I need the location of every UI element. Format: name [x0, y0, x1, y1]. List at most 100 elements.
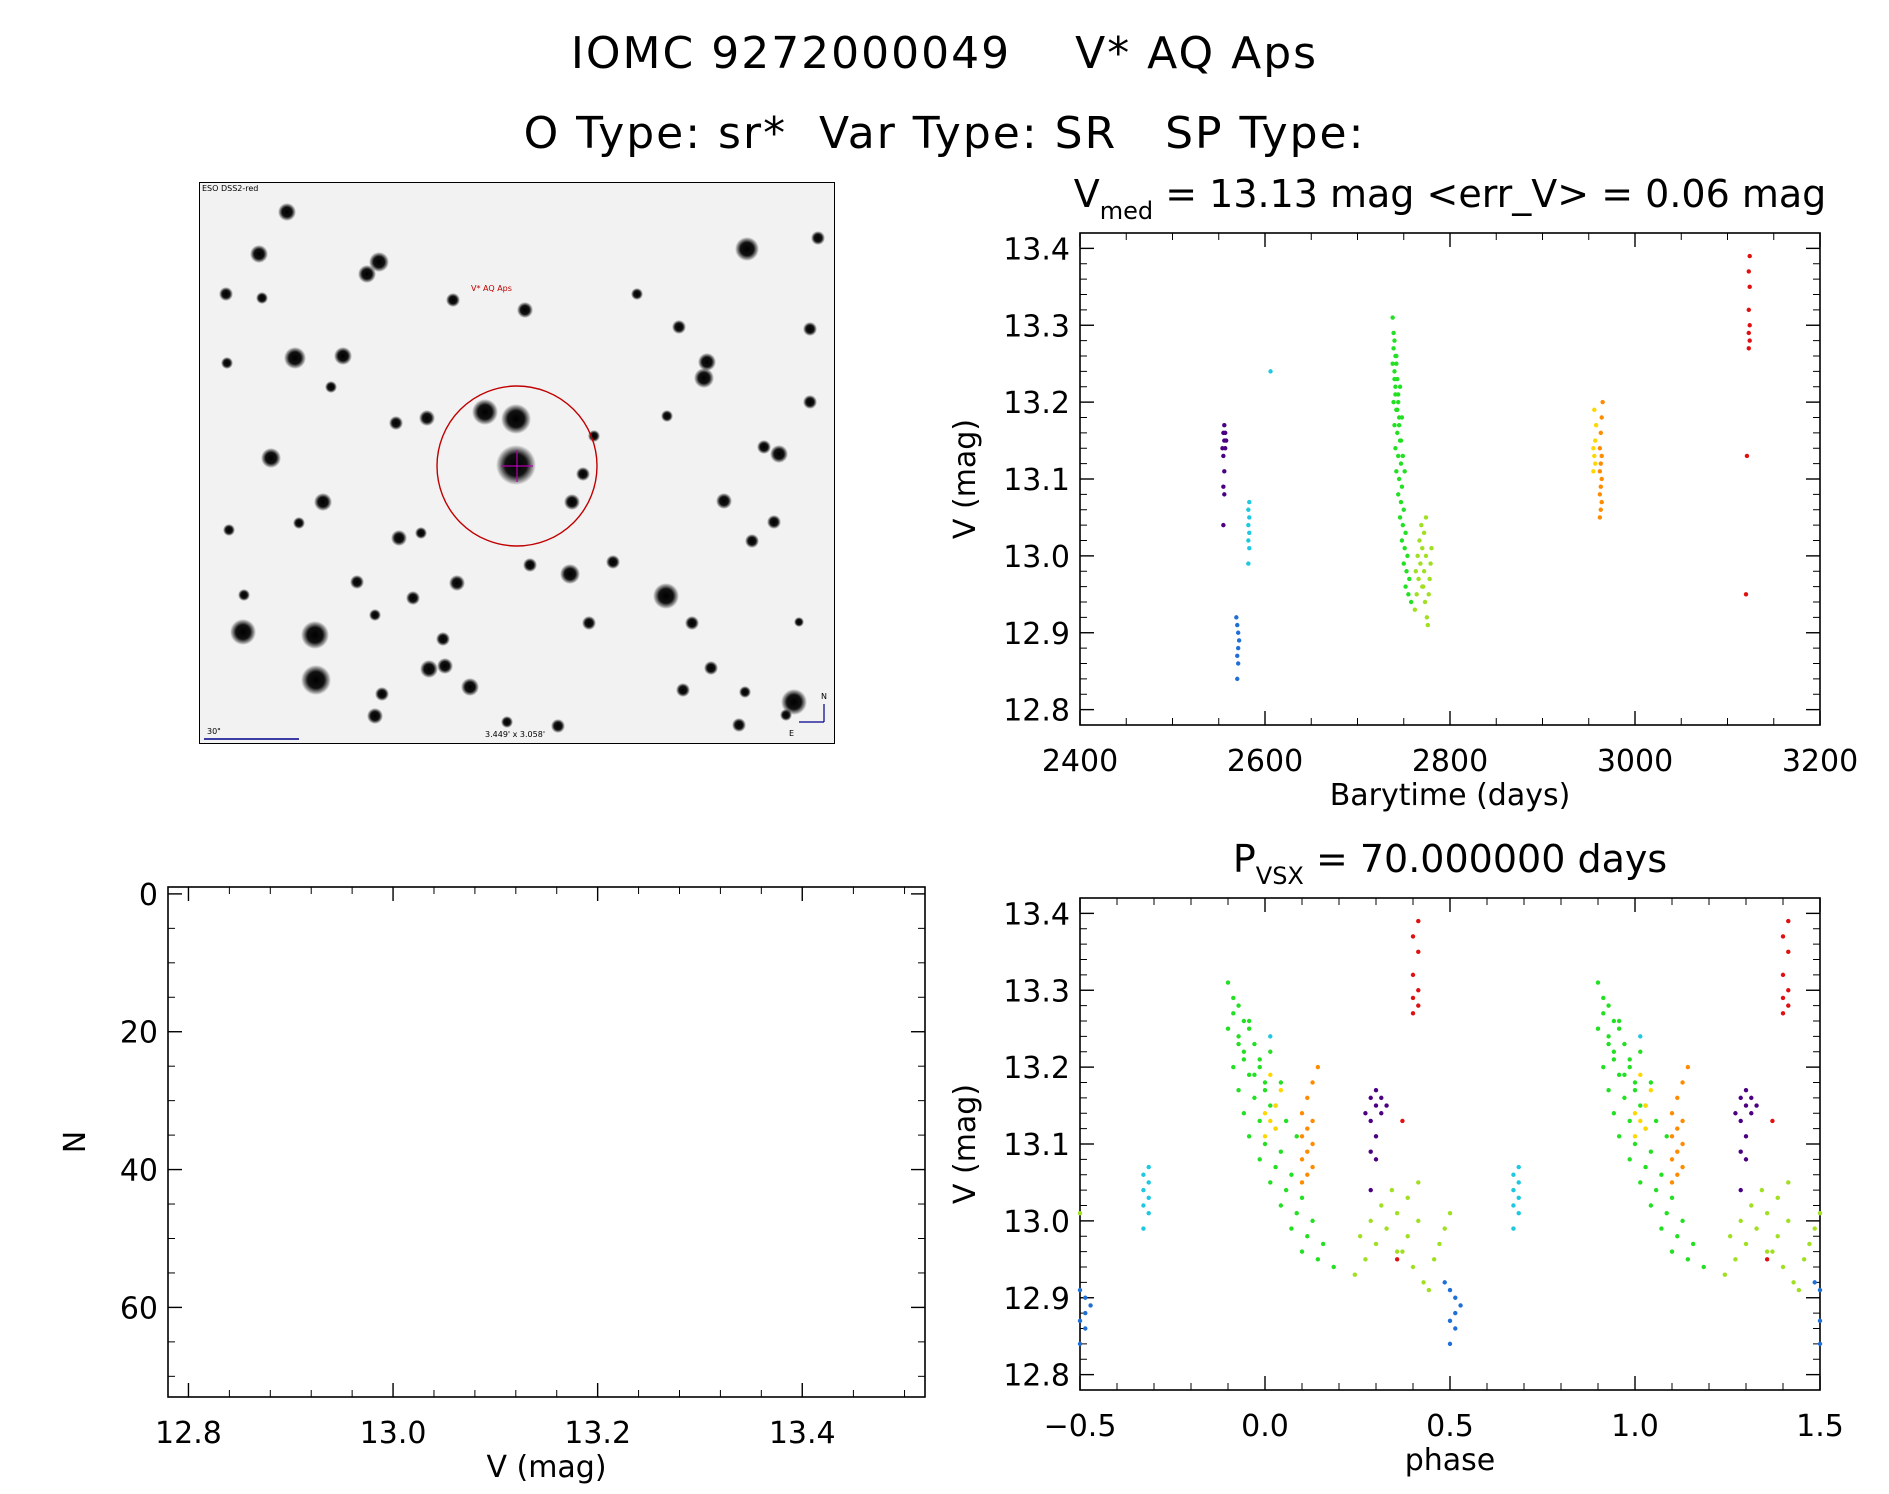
light-curve-point: [1429, 545, 1434, 551]
light-curve-point: [1394, 361, 1399, 366]
phased-curve-point: [1416, 988, 1421, 993]
phased-curve-point: [1077, 1318, 1083, 1324]
finder-star: [588, 430, 600, 442]
phased-curve-x-tick-label: 1.5: [1796, 1409, 1844, 1444]
phased-curve-point: [1601, 995, 1606, 1001]
phased-curve-point: [1246, 1018, 1252, 1024]
finder-star: [501, 716, 513, 728]
phased-curve-point: [1416, 1003, 1421, 1008]
finder-star: [301, 621, 329, 649]
phased-curve-point: [1638, 1034, 1643, 1039]
light-curve-point: [1412, 607, 1418, 612]
phased-curve-point: [1299, 1157, 1305, 1162]
light-curve-point: [1422, 599, 1428, 605]
phased-curve-y-tick-label: 13.0: [1003, 1205, 1070, 1240]
phased-curve-point: [1738, 1218, 1743, 1224]
chart-title-line2: O Type: sr* Var Type: SR SP Type:: [523, 108, 1366, 159]
phased-curve-point: [1305, 1149, 1310, 1154]
phased-curve-point: [1659, 1226, 1664, 1231]
light-curve-point: [1592, 453, 1597, 459]
light-curve-point: [1416, 576, 1421, 582]
light-curve-point: [1399, 415, 1405, 420]
phased-curve-point: [1083, 1326, 1088, 1331]
light-curve-point: [1398, 461, 1404, 466]
phased-curve-point: [1310, 1141, 1315, 1147]
phased-curve-point: [1394, 1210, 1400, 1216]
light-curve-point: [1398, 499, 1404, 505]
phased-curve-point: [1733, 1111, 1738, 1116]
phased-curve-point: [1305, 1234, 1310, 1239]
phased-curve-point: [1241, 1057, 1247, 1062]
phased-curve-point: [1669, 1249, 1675, 1254]
phased-curve-point: [1299, 1195, 1305, 1201]
phased-curve-point: [1394, 1257, 1400, 1262]
light-curve-y-tick-label: 12.9: [1003, 617, 1070, 652]
phased-curve-point: [1273, 1126, 1278, 1131]
phased-curve-point: [1294, 1134, 1299, 1139]
phased-curve-point: [1305, 1172, 1310, 1177]
phased-curve-point: [1764, 1249, 1770, 1254]
light-curve-point: [1593, 461, 1598, 466]
light-curve-point: [1396, 476, 1402, 482]
phased-curve-point: [1616, 1018, 1622, 1024]
phased-curve-point: [1289, 1226, 1294, 1231]
light-curve-point: [1235, 645, 1241, 651]
light-curve-point: [1395, 430, 1400, 436]
phased-curve-point: [1426, 1287, 1432, 1293]
phased-curve-point: [1405, 1195, 1410, 1201]
phased-curve-x-tick-label: 0.0: [1241, 1409, 1289, 1444]
phased-curve-point: [1627, 1157, 1632, 1162]
finder-scale-label: 30": [207, 727, 221, 736]
light-curve-point: [1421, 530, 1427, 536]
finder-star: [446, 293, 460, 307]
phased-curve-y-tick-label: 13.4: [1003, 897, 1070, 932]
finder-star: [420, 660, 438, 678]
finder-star: [716, 493, 732, 509]
phased-curve-point: [1447, 1318, 1453, 1324]
phased-curve-point: [1653, 1187, 1659, 1193]
phased-curve-point: [1431, 1257, 1437, 1262]
light-curve-point: [1407, 576, 1412, 582]
phased-curve-point: [1632, 1141, 1638, 1147]
light-curve-point: [1221, 484, 1226, 489]
phased-curve-y-tick-label: 12.8: [1003, 1359, 1070, 1394]
phased-curve-point: [1278, 1149, 1284, 1154]
histogram-y-label: N: [58, 1131, 93, 1153]
phased-curve-point: [1283, 1187, 1289, 1193]
finder-star: [732, 718, 746, 732]
phased-curve-point: [1231, 1064, 1236, 1070]
phased-curve-point: [1606, 1034, 1611, 1039]
phased-curve-point: [1648, 1203, 1654, 1208]
light-curve-point: [1234, 615, 1239, 620]
phased-curve-point: [1368, 1187, 1373, 1193]
light-curve-point: [1406, 592, 1411, 597]
phased-curve-point: [1278, 1080, 1284, 1085]
phased-curve-point: [1437, 1241, 1442, 1247]
phased-curve-point: [1611, 1111, 1617, 1116]
light-curve-point: [1247, 530, 1252, 536]
light-curve-point: [1746, 346, 1751, 351]
phased-curve-point: [1675, 1149, 1680, 1154]
light-curve-point: [1428, 561, 1433, 566]
finder-star: [685, 616, 699, 630]
phased-curve-point: [1669, 1134, 1675, 1139]
light-curve-point: [1593, 422, 1599, 428]
phased-curve-point: [1632, 1087, 1638, 1093]
phased-curve-point: [1786, 918, 1791, 924]
light-curve-point: [1420, 584, 1425, 589]
light-curve-point: [1221, 453, 1226, 459]
light-curve-point: [1423, 553, 1429, 559]
phased-curve-point: [1368, 1149, 1373, 1154]
phased-curve-point: [1310, 1164, 1315, 1170]
phased-curve-point: [1685, 1257, 1691, 1262]
finder-star: [358, 265, 376, 283]
histogram-x-tick-label: 13.0: [360, 1416, 427, 1451]
phased-curve-point: [1453, 1310, 1458, 1316]
light-curve-point: [1235, 676, 1240, 682]
phased-curve-point: [1770, 1249, 1775, 1254]
phased-curve-point: [1743, 1157, 1749, 1162]
phased-curve-point: [1236, 1087, 1241, 1093]
phased-curve-point: [1252, 1072, 1257, 1078]
phased-curve-point: [1453, 1295, 1458, 1300]
